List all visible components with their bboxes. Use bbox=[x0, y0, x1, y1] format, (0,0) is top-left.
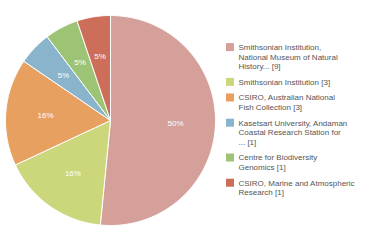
svg-text:Centre for BiodiversityGenomic: Centre for BiodiversityGenomics [1] bbox=[239, 153, 318, 172]
svg-text:Smithsonian Institution [3]: Smithsonian Institution [3] bbox=[239, 78, 331, 87]
svg-text:16%: 16% bbox=[38, 111, 54, 120]
svg-text:Kasetsart University, AndamanC: Kasetsart University, AndamanCoastal Res… bbox=[239, 119, 348, 147]
svg-text:5%: 5% bbox=[74, 58, 86, 67]
svg-text:CSIRO, Marine and AtmosphericR: CSIRO, Marine and AtmosphericResearch [1… bbox=[239, 179, 355, 198]
svg-text:16%: 16% bbox=[65, 169, 81, 178]
svg-text:Smithsonian Institution,Nation: Smithsonian Institution,National Museum … bbox=[239, 43, 338, 71]
svg-text:5%: 5% bbox=[58, 71, 70, 80]
svg-text:CSIRO, Australian NationalFish: CSIRO, Australian NationalFish Collectio… bbox=[239, 93, 336, 112]
svg-text:50%: 50% bbox=[168, 119, 184, 128]
svg-text:5%: 5% bbox=[94, 52, 106, 61]
